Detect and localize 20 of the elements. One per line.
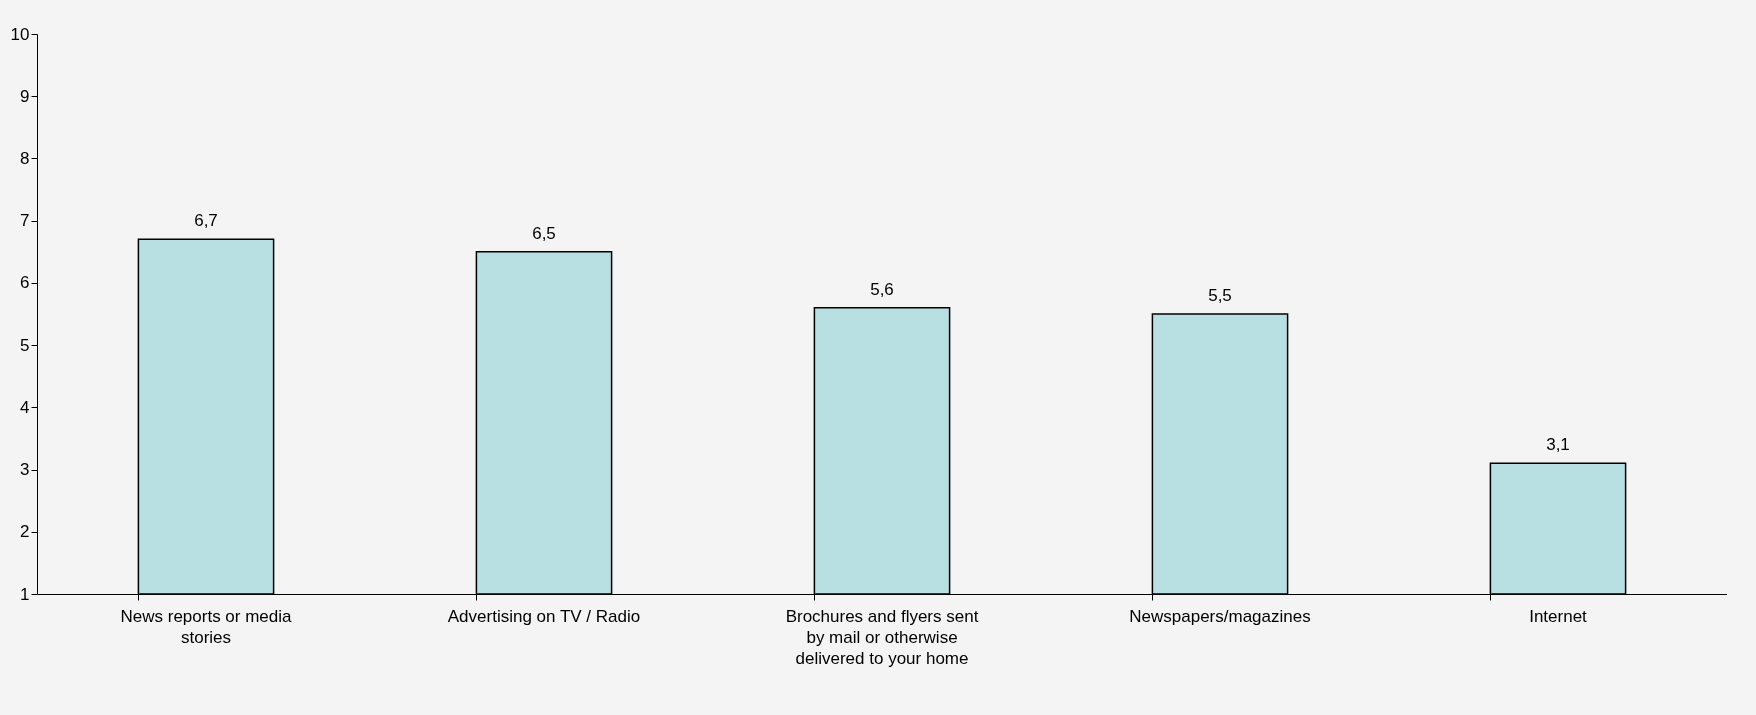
- y-tick-label: 3: [20, 460, 30, 480]
- data-label: 3,1: [1546, 435, 1570, 455]
- data-label: 6,7: [194, 211, 218, 231]
- y-tick-label: 1: [20, 584, 30, 604]
- data-label: 6,5: [532, 223, 556, 243]
- x-tick-label: News reports or media stories: [120, 606, 293, 647]
- y-tick-label: 9: [20, 86, 30, 106]
- x-tick-label: Internet: [1529, 606, 1588, 626]
- y-tick-label: 4: [20, 397, 30, 417]
- x-tick-label: Brochures and flyers sent by mail or otherwise delivered to your home: [785, 606, 979, 668]
- y-tick-label: 5: [20, 335, 30, 355]
- y-tick-label: 7: [20, 211, 30, 231]
- data-label: 5,5: [1208, 286, 1232, 305]
- y-tick-label: 2: [20, 522, 30, 542]
- data-label: 5,6: [870, 279, 894, 299]
- x-tick-label: Newspapers/magazines: [1129, 606, 1311, 626]
- y-tick-label: 10: [10, 24, 30, 44]
- y-tick-label: 6: [20, 273, 30, 293]
- x-tick-label: Advertising on TV / Radio: [447, 606, 641, 626]
- y-tick-label: 8: [20, 148, 30, 168]
